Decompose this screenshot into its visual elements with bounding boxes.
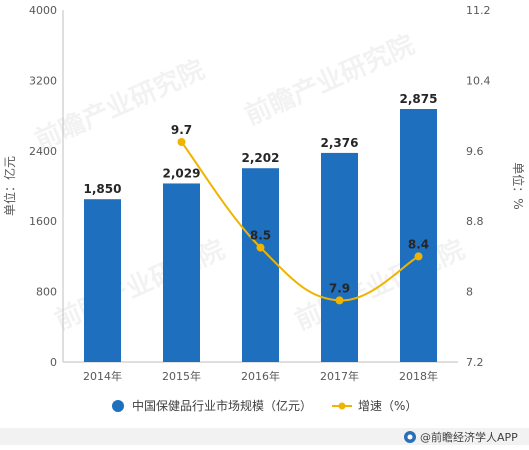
bar-value-label: 2,875	[400, 92, 438, 106]
growth-value-label: 9.7	[171, 123, 192, 137]
y-tick-label-left: 1600	[29, 215, 57, 228]
y-axis-title-right: 单位：%	[511, 162, 526, 209]
y-tick-label-right: 8.8	[466, 215, 484, 228]
bar-value-label: 1,850	[84, 182, 122, 196]
bar-value-label: 2,202	[242, 151, 280, 165]
footer-bar	[0, 428, 529, 445]
y-tick-label-left: 2400	[29, 145, 57, 158]
bar	[163, 183, 200, 362]
watermark-text: 前瞻产业研究院	[50, 234, 229, 336]
y-tick-label-left: 3200	[29, 74, 57, 87]
growth-point	[256, 243, 265, 252]
bar	[321, 152, 358, 362]
y-tick-label-right: 7.2	[466, 356, 484, 369]
bar-value-label: 2,029	[163, 166, 201, 180]
x-tick-label: 2018年	[399, 369, 438, 383]
growth-value-label: 8.5	[250, 229, 271, 243]
legend-line-label: 增速（%）	[358, 399, 417, 413]
x-tick-label: 2017年	[320, 369, 359, 383]
x-tick-label: 2015年	[162, 369, 201, 383]
line-layer	[177, 138, 423, 305]
growth-point	[414, 252, 423, 261]
x-tick-label: 2014年	[83, 369, 122, 383]
growth-point	[177, 138, 186, 146]
labels-layer: 1,850 2,029 2,202 2,376 2,875 9.7 8.5 7.9 8.4	[84, 92, 438, 295]
y-tick-label-right: 11.2	[466, 4, 491, 17]
bar-value-label: 2,376	[321, 136, 359, 150]
bar	[242, 168, 279, 362]
growth-value-label: 7.9	[329, 281, 350, 295]
y-tick-label-left: 800	[36, 286, 57, 299]
y-tick-label-right: 8	[466, 286, 473, 299]
growth-value-label: 8.4	[408, 237, 429, 251]
legend-line-dot	[338, 402, 346, 410]
legend-bar-label: 中国保健品行业市场规模（亿元）	[132, 398, 312, 413]
bars-layer	[84, 109, 437, 362]
x-tick-label: 2016年	[241, 369, 280, 383]
growth-point	[335, 296, 344, 305]
growth-line	[180, 141, 420, 302]
y-tick-label-left: 0	[50, 356, 57, 369]
y-tick-label-left: 4000	[29, 4, 57, 17]
y-axis-title-left: 单位：亿元	[2, 156, 17, 216]
bar	[400, 109, 437, 362]
y-tick-label-right: 9.6	[466, 145, 484, 158]
bar	[84, 199, 121, 362]
legend-layer: 中国保健品行业市场规模（亿元） 增速（%）	[112, 398, 417, 413]
y-tick-label-right: 10.4	[466, 74, 491, 87]
watermark-text: 前瞻产业研究院	[240, 29, 419, 131]
legend-bar-marker	[112, 400, 124, 412]
